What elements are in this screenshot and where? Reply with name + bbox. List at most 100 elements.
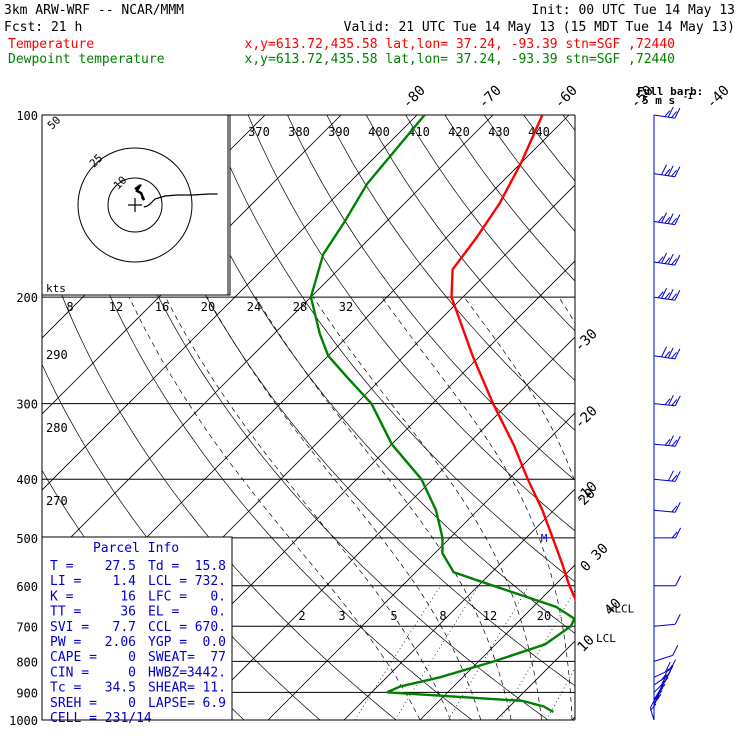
wind-barb-flag (661, 288, 667, 299)
parcel-param-label: Tc = (50, 681, 81, 696)
wind-barb-flag (657, 291, 664, 299)
wind-barb-staff (653, 403, 676, 407)
wind-barb-flag (662, 677, 669, 684)
wind-barb-staff (649, 708, 655, 721)
model-title: 3km ARW-WRF -- NCAR/MMM (4, 3, 184, 18)
parcel-param-label: EL = (148, 605, 179, 620)
hodograph-trace (143, 193, 218, 208)
wind-barb-flag (659, 680, 666, 688)
hodograph-axis-unit: kts (46, 282, 66, 295)
wind-barb-staff (653, 509, 676, 513)
theta-e-label: 430 (488, 125, 510, 139)
parcel-param-value: 16 (120, 589, 136, 604)
wind-barb-staff (653, 443, 676, 447)
sounding-profiles (309, 115, 575, 714)
wind-barb-flag (674, 613, 681, 625)
wind-barb-flag (674, 290, 681, 301)
mixing-ratio-label: 3 (338, 609, 345, 623)
wind-barb-staff (653, 261, 675, 266)
dry-adiabat-line (602, 115, 740, 720)
parcel-param-value: 0 (128, 696, 136, 711)
wind-barb (653, 645, 679, 662)
parcel-param-value: 0.0 (203, 635, 226, 650)
wind-barb-flag (671, 111, 677, 118)
forecast-hour: Fcst: 21 h (4, 20, 82, 35)
wind-barb-staff (653, 173, 675, 178)
isotherm-label: -30 (572, 326, 601, 355)
barb-key-unit-exponent: -1 (683, 92, 693, 101)
dry-adiabat-line (287, 115, 575, 481)
parcel-param-label: Td = (148, 559, 179, 574)
hodograph-speed-tick: 24 (247, 300, 261, 314)
mixing-ratio-label: 2 (298, 609, 305, 623)
mixing-ratio-label: 8 (439, 609, 446, 623)
isotherm-line (191, 336, 575, 720)
parcel-param-label: CCL = (148, 620, 187, 635)
parcel-param-label: LI = (50, 574, 81, 589)
wind-barb-flag (668, 435, 674, 446)
isotherm-label: 0 (578, 558, 595, 575)
mixing-ratio-label: 5 (390, 609, 397, 623)
wind-barb-flag (671, 474, 678, 482)
wind-barb-staff (653, 114, 675, 119)
pressure-tick-label: 500 (16, 532, 38, 546)
hodograph-ring (107, 177, 163, 233)
parcel-param-value: 670. (195, 620, 226, 635)
parcel-param-value: 27.5 (105, 559, 136, 574)
hodograph-speed-tick: 16 (155, 300, 169, 314)
isotherm-label: -70 (476, 83, 505, 112)
pressure-tick-label: 200 (16, 291, 38, 305)
wind-barb (654, 527, 682, 539)
parcel-param-value: 77 (210, 650, 226, 665)
wind-barb (653, 164, 681, 178)
wind-barb (653, 288, 681, 301)
dry-adiabat-line (365, 115, 575, 381)
wind-barb-flag (664, 257, 671, 264)
parcel-param-label: SREH = (50, 696, 97, 711)
parcel-param-value: 36 (120, 605, 136, 620)
mixing-ratio-label: 12 (483, 609, 497, 623)
parcel-param-value: 0 (128, 650, 136, 665)
hodograph-speed-tick: 20 (201, 300, 215, 314)
parcel-param-label: LFC = (148, 589, 187, 604)
legend-temperature-info: x,y=613.72,435.58 lat,lon= 37.24, -93.39… (245, 37, 675, 52)
wind-barb-flag (671, 258, 677, 265)
pressure-tick-label: 400 (16, 473, 38, 487)
dry-adiabat-line (484, 115, 575, 232)
wind-barb-flag (674, 348, 681, 360)
barb-key-unit: 5 m s (642, 94, 675, 107)
hodograph-speed-tick: 12 (109, 300, 123, 314)
parcel-param-label: K = (50, 589, 74, 604)
parcel-param-label: LAPSE= (148, 696, 195, 711)
wind-barb-flag (664, 438, 671, 446)
dry-adiabat-line (208, 115, 575, 583)
wind-barb (654, 575, 682, 587)
pressure-tick-label: 1000 (9, 714, 38, 728)
wind-barb-flag (661, 252, 667, 264)
init-time: Init: 00 UTC Tue 14 May 13 (532, 3, 736, 18)
temperature-profile (450, 115, 575, 602)
wind-barb-flag (671, 169, 677, 177)
pressure-tick-label: 800 (16, 655, 38, 669)
theta-label: 270 (46, 494, 68, 508)
wind-barb-flag (674, 166, 681, 177)
wind-barb-flag (664, 216, 671, 224)
parcel-param-label: SWEAT= (148, 650, 195, 665)
legend-dewpoint-label: Dewpoint temperature (8, 52, 165, 67)
parcel-param-value: 15.8 (195, 559, 226, 574)
isotherm-line (42, 115, 418, 491)
moist-adiabat-line (558, 296, 575, 324)
hodograph-ring (77, 147, 193, 263)
wind-barb-staff (653, 221, 675, 226)
wind-barb-staff (653, 669, 671, 678)
wind-barb-flag (674, 395, 681, 406)
moist-adiabat-line (381, 296, 573, 720)
wind-barb-flag (661, 212, 667, 223)
dry-adiabat-line (129, 115, 575, 687)
pressure-tick-label: 600 (16, 580, 38, 594)
dry-adiabat-line (642, 115, 740, 720)
wind-barb-flag (650, 703, 657, 711)
dry-adiabat-line (721, 115, 740, 720)
wind-barb-flag (667, 289, 674, 300)
legend-temperature-label: Temperature (8, 37, 94, 52)
